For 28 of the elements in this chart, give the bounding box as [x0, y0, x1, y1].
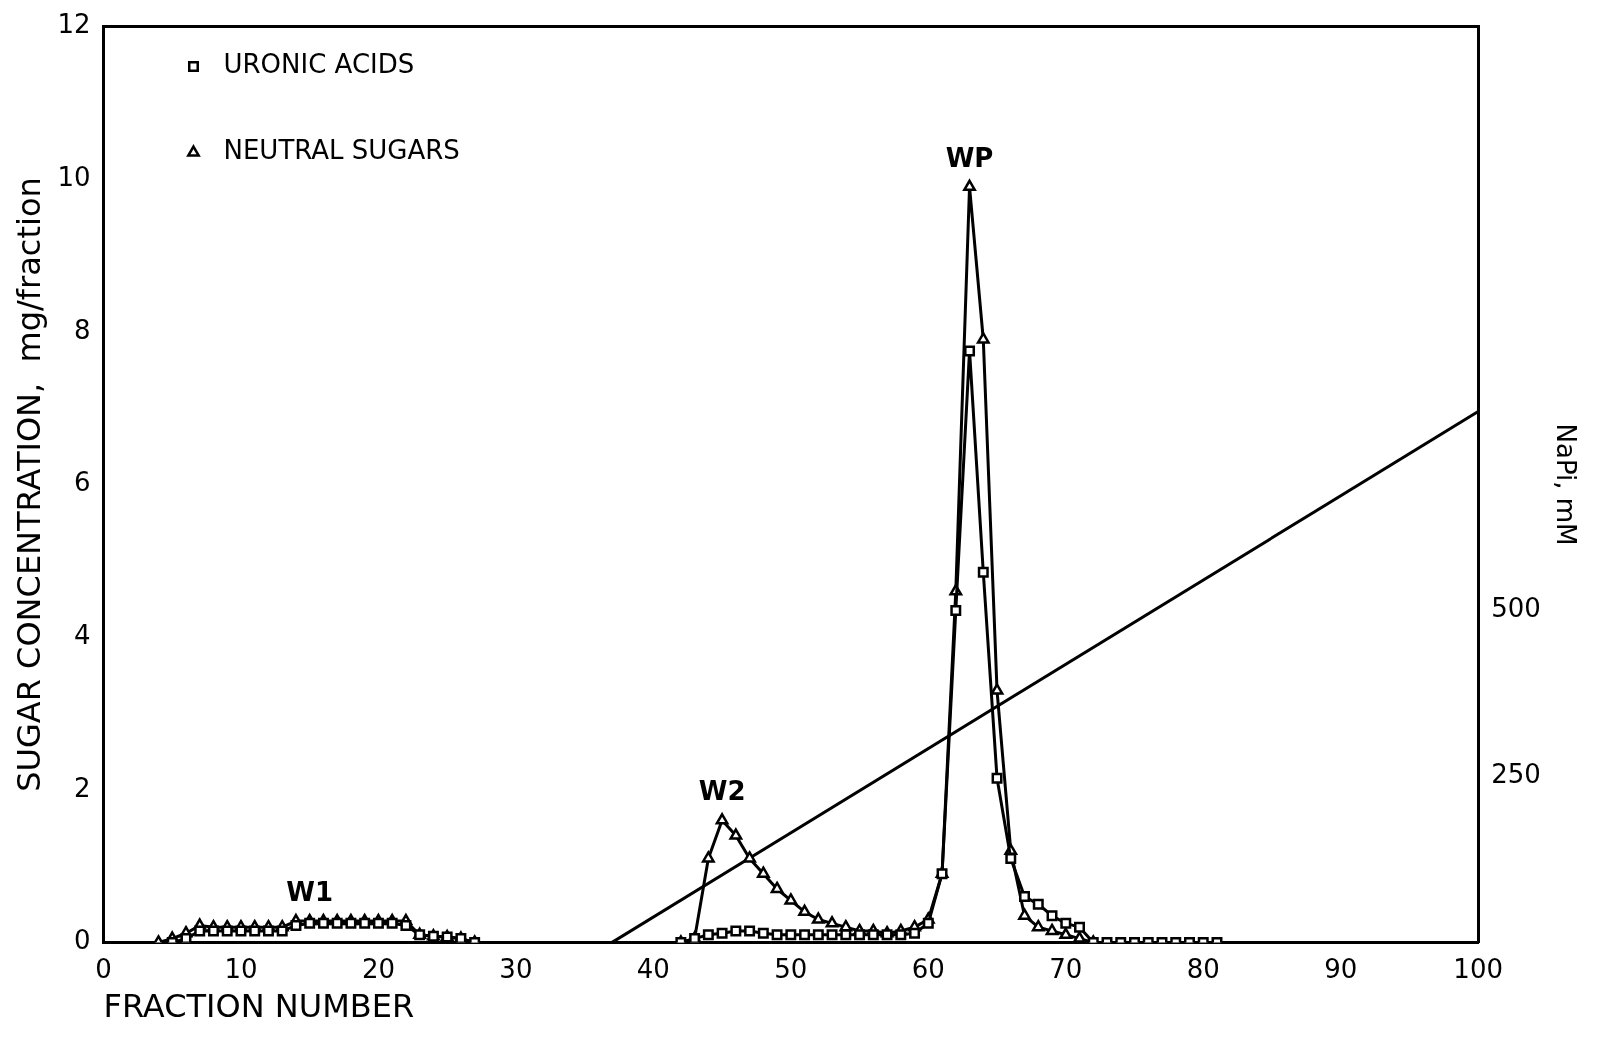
x-tick-label: 20	[361, 953, 395, 984]
y2-tick-label: 500	[1491, 593, 1541, 624]
y-tick-label: 8	[73, 314, 91, 345]
y-tick-label: 2	[73, 772, 91, 803]
x-tick-label: 80	[1186, 953, 1220, 984]
x-tick-label: 30	[499, 953, 533, 984]
x-tick-label: 40	[636, 953, 670, 984]
annotation: W1	[286, 876, 334, 907]
x-tick-label: 60	[911, 953, 945, 984]
x-axis-title: FRACTION NUMBER	[103, 987, 415, 1026]
legend-label: URONIC ACIDS	[223, 49, 415, 80]
y2-axis-title: NaPi, mM	[1550, 423, 1581, 546]
annotation: WP	[945, 142, 994, 173]
y-tick-label: 6	[73, 467, 91, 498]
x-tick-label: 0	[95, 953, 112, 984]
y-tick-label: 10	[57, 161, 91, 192]
x-tick-label: 70	[1049, 953, 1083, 984]
x-tick-label: 100	[1453, 953, 1503, 984]
y-tick-label: 0	[73, 925, 91, 956]
y-axis-title: SUGAR CONCENTRATION, mg/fraction	[9, 177, 48, 792]
y-tick-label: 12	[57, 9, 91, 40]
y-tick-label: 4	[73, 619, 91, 650]
x-tick-label: 50	[774, 953, 808, 984]
x-tick-label: 10	[224, 953, 258, 984]
x-tick-label: 90	[1324, 953, 1358, 984]
annotation: W2	[698, 776, 746, 807]
y2-tick-label: 250	[1491, 759, 1541, 790]
legend-label: NEUTRAL SUGARS	[223, 135, 460, 166]
